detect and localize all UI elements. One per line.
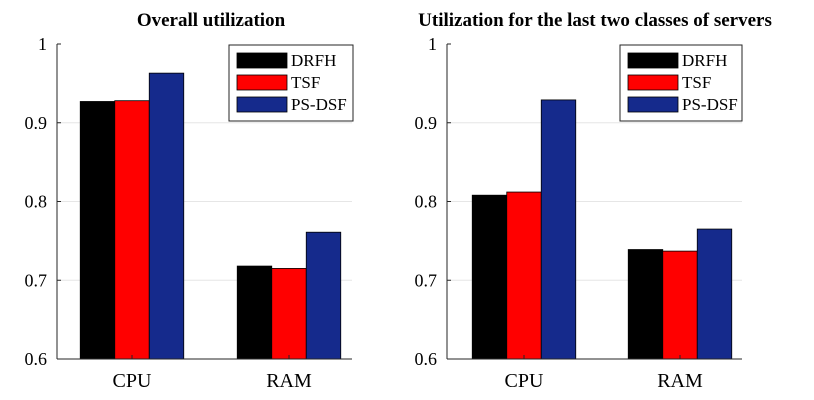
legend-label-ps-dsf: PS-DSF: [291, 95, 347, 114]
bar-ps-dsf-cpu: [540, 99, 577, 360]
legend-label-tsf: TSF: [291, 73, 320, 92]
x-tick-label: RAM: [657, 370, 703, 392]
bar-drfh-ram: [627, 249, 664, 360]
legend: DRFH TSF PS-DSF: [228, 44, 354, 122]
y-tick-label: 0.8: [415, 192, 438, 212]
legend-label-ps-dsf: PS-DSF: [682, 95, 738, 114]
bar-drfh-cpu: [471, 194, 508, 360]
y-tick-label: 0.9: [25, 113, 48, 133]
legend-swatch-tsf: [627, 74, 679, 91]
y-tick-label: 1: [428, 34, 437, 54]
legend: DRFH TSF PS-DSF: [619, 44, 743, 122]
chart-title: Overall utilization: [137, 10, 286, 31]
bar-ps-dsf-cpu: [148, 72, 185, 360]
bar-tsf-ram: [662, 250, 698, 360]
legend-label-drfh: DRFH: [291, 51, 336, 70]
bar-tsf-ram: [271, 268, 307, 360]
y-tick-label: 0.8: [25, 192, 48, 212]
bar-drfh-ram: [236, 265, 273, 360]
y-tick-label: 0.6: [415, 349, 438, 369]
bar-tsf-cpu: [506, 191, 542, 360]
bar-tsf-cpu: [114, 100, 150, 360]
bar-drfh-cpu: [79, 101, 116, 360]
legend-swatch-tsf: [236, 74, 288, 91]
legend-swatch-drfh: [627, 52, 679, 69]
legend-label-drfh: DRFH: [682, 51, 727, 70]
chart-panel-2: Utilization for the last two classes of …: [415, 10, 772, 392]
x-tick-label: CPU: [113, 370, 152, 392]
legend-swatch-ps-dsf: [236, 96, 288, 113]
bar-ps-dsf-ram: [696, 228, 733, 360]
legend-label-tsf: TSF: [682, 73, 711, 92]
legend-swatch-drfh: [236, 52, 288, 69]
x-tick-label: CPU: [505, 370, 544, 392]
y-tick-label: 0.7: [25, 270, 48, 290]
chart-panel-1: Overall utilization CPU RAM 0.6 0.7 0.8 0.9 1 DR…: [25, 10, 354, 392]
y-tick-label: 1: [38, 34, 47, 54]
x-tick-label: RAM: [266, 370, 312, 392]
y-tick-label: 0.7: [415, 270, 438, 290]
y-tick-label: 0.6: [25, 349, 48, 369]
legend-swatch-ps-dsf: [627, 96, 679, 113]
y-tick-label: 0.9: [415, 113, 438, 133]
chart-title: Utilization for the last two classes of …: [418, 10, 772, 31]
bar-ps-dsf-ram: [305, 231, 342, 360]
